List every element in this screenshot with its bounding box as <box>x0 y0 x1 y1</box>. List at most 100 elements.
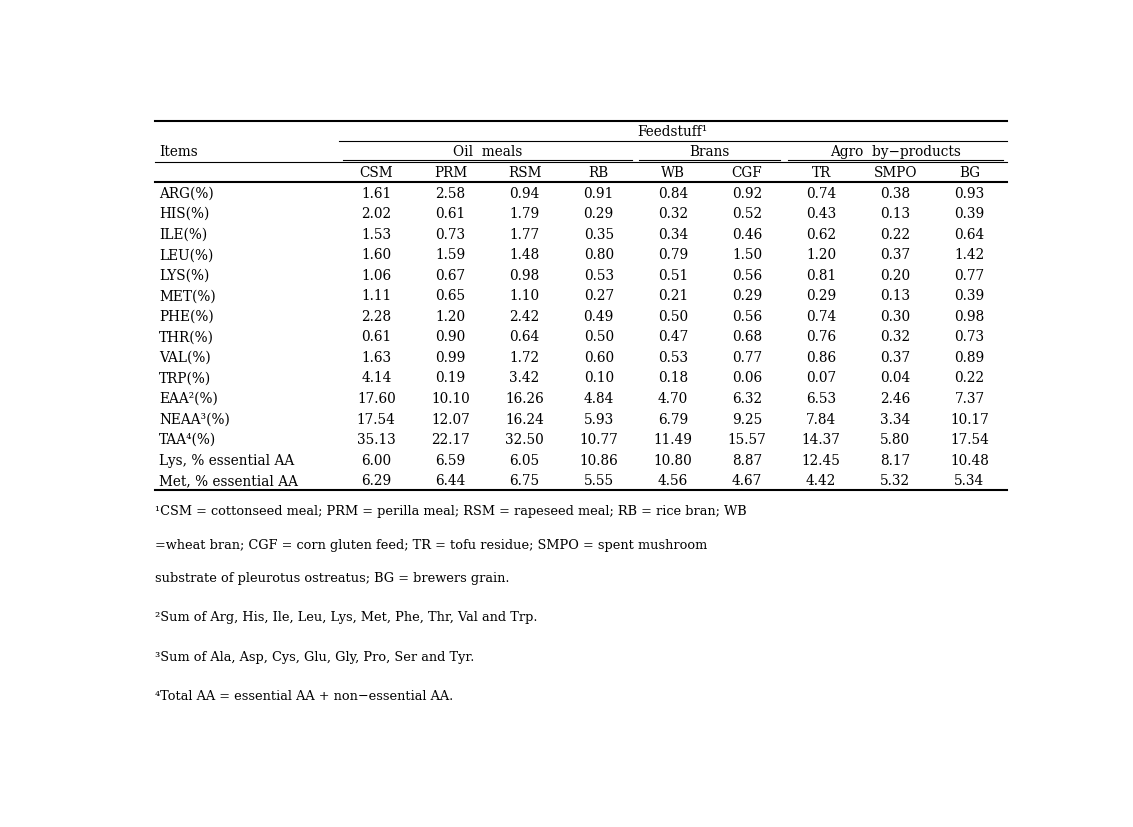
Text: 5.55: 5.55 <box>583 474 614 488</box>
Text: 0.38: 0.38 <box>880 186 911 200</box>
Text: 0.29: 0.29 <box>583 207 614 221</box>
Text: Agro  by−products: Agro by−products <box>829 146 961 160</box>
Text: 2.02: 2.02 <box>361 207 391 221</box>
Text: 0.34: 0.34 <box>658 227 688 241</box>
Text: 1.20: 1.20 <box>806 248 836 262</box>
Text: 2.46: 2.46 <box>880 391 911 405</box>
Text: 0.06: 0.06 <box>732 371 763 385</box>
Text: 0.99: 0.99 <box>435 351 466 365</box>
Text: 0.53: 0.53 <box>658 351 688 365</box>
Text: 0.47: 0.47 <box>658 330 688 344</box>
Text: THR(%): THR(%) <box>159 330 214 344</box>
Text: 4.84: 4.84 <box>583 391 614 405</box>
Text: NEAA³(%): NEAA³(%) <box>159 412 230 426</box>
Text: 0.61: 0.61 <box>361 330 391 344</box>
Text: 6.79: 6.79 <box>658 412 688 426</box>
Text: 0.91: 0.91 <box>583 186 614 200</box>
Text: 12.45: 12.45 <box>802 453 841 467</box>
Text: 0.39: 0.39 <box>954 207 985 221</box>
Text: 17.54: 17.54 <box>949 433 989 447</box>
Text: 0.94: 0.94 <box>510 186 539 200</box>
Text: 0.61: 0.61 <box>435 207 466 221</box>
Text: Items: Items <box>159 146 198 160</box>
Text: 1.72: 1.72 <box>510 351 539 365</box>
Text: 0.62: 0.62 <box>806 227 836 241</box>
Text: 0.22: 0.22 <box>954 371 985 385</box>
Text: 0.98: 0.98 <box>954 309 985 323</box>
Text: 2.28: 2.28 <box>361 309 391 323</box>
Text: 16.26: 16.26 <box>505 391 544 405</box>
Text: VAL(%): VAL(%) <box>159 351 211 365</box>
Text: 0.29: 0.29 <box>806 289 836 303</box>
Text: 0.79: 0.79 <box>658 248 688 262</box>
Text: 5.93: 5.93 <box>583 412 614 426</box>
Text: 1.77: 1.77 <box>510 227 539 241</box>
Text: 1.42: 1.42 <box>954 248 985 262</box>
Text: 0.56: 0.56 <box>732 309 763 323</box>
Text: 1.48: 1.48 <box>510 248 539 262</box>
Text: 0.84: 0.84 <box>658 186 688 200</box>
Text: 0.73: 0.73 <box>435 227 466 241</box>
Text: ¹CSM = cottonseed meal; PRM = perilla meal; RSM = rapeseed meal; RB = rice bran;: ¹CSM = cottonseed meal; PRM = perilla me… <box>155 504 747 518</box>
Text: 9.25: 9.25 <box>732 412 763 426</box>
Text: 6.59: 6.59 <box>435 453 466 467</box>
Text: CSM: CSM <box>359 166 393 179</box>
Text: ARG(%): ARG(%) <box>159 186 214 200</box>
Text: 0.04: 0.04 <box>880 371 911 385</box>
Text: 0.80: 0.80 <box>583 248 614 262</box>
Text: 0.60: 0.60 <box>583 351 614 365</box>
Text: 0.22: 0.22 <box>880 227 911 241</box>
Text: 0.07: 0.07 <box>806 371 836 385</box>
Text: 0.20: 0.20 <box>880 269 911 282</box>
Text: substrate of pleurotus ostreatus; BG = brewers grain.: substrate of pleurotus ostreatus; BG = b… <box>155 571 510 584</box>
Text: 8.17: 8.17 <box>880 453 911 467</box>
Text: 6.00: 6.00 <box>361 453 391 467</box>
Text: 3.34: 3.34 <box>880 412 911 426</box>
Text: TRP(%): TRP(%) <box>159 371 212 385</box>
Text: 0.51: 0.51 <box>658 269 688 282</box>
Text: 0.10: 0.10 <box>583 371 614 385</box>
Text: 0.53: 0.53 <box>583 269 614 282</box>
Text: 10.17: 10.17 <box>951 412 989 426</box>
Text: 1.63: 1.63 <box>361 351 391 365</box>
Text: 1.79: 1.79 <box>510 207 539 221</box>
Text: 4.70: 4.70 <box>658 391 688 405</box>
Text: 10.80: 10.80 <box>654 453 692 467</box>
Text: 0.56: 0.56 <box>732 269 763 282</box>
Text: Met, % essential AA: Met, % essential AA <box>159 474 298 488</box>
Text: 0.32: 0.32 <box>880 330 911 344</box>
Text: ²Sum of Arg, His, Ile, Leu, Lys, Met, Phe, Thr, Val and Trp.: ²Sum of Arg, His, Ile, Leu, Lys, Met, Ph… <box>155 610 537 624</box>
Text: 7.84: 7.84 <box>806 412 836 426</box>
Text: 0.90: 0.90 <box>435 330 466 344</box>
Text: 0.92: 0.92 <box>732 186 763 200</box>
Text: 17.54: 17.54 <box>357 412 395 426</box>
Text: 0.68: 0.68 <box>732 330 763 344</box>
Text: 4.42: 4.42 <box>806 474 836 488</box>
Text: ILE(%): ILE(%) <box>159 227 207 241</box>
Text: 7.37: 7.37 <box>954 391 985 405</box>
Text: 16.24: 16.24 <box>505 412 544 426</box>
Text: RSM: RSM <box>508 166 542 179</box>
Text: 32.50: 32.50 <box>505 433 544 447</box>
Text: 8.87: 8.87 <box>732 453 763 467</box>
Text: HIS(%): HIS(%) <box>159 207 210 221</box>
Text: 0.89: 0.89 <box>954 351 985 365</box>
Text: Feedstuff¹: Feedstuff¹ <box>638 125 708 139</box>
Text: 1.20: 1.20 <box>435 309 466 323</box>
Text: 0.73: 0.73 <box>954 330 985 344</box>
Text: 4.14: 4.14 <box>361 371 392 385</box>
Text: Oil  meals: Oil meals <box>453 146 522 160</box>
Text: 4.67: 4.67 <box>732 474 763 488</box>
Text: LYS(%): LYS(%) <box>159 269 210 282</box>
Text: 6.32: 6.32 <box>732 391 763 405</box>
Text: 0.46: 0.46 <box>732 227 763 241</box>
Text: 1.50: 1.50 <box>732 248 763 262</box>
Text: PHE(%): PHE(%) <box>159 309 214 323</box>
Text: 4.56: 4.56 <box>658 474 688 488</box>
Text: PRM: PRM <box>434 166 467 179</box>
Text: WB: WB <box>661 166 684 179</box>
Text: 0.32: 0.32 <box>658 207 688 221</box>
Text: 0.43: 0.43 <box>806 207 836 221</box>
Text: 6.75: 6.75 <box>510 474 539 488</box>
Text: 0.76: 0.76 <box>806 330 836 344</box>
